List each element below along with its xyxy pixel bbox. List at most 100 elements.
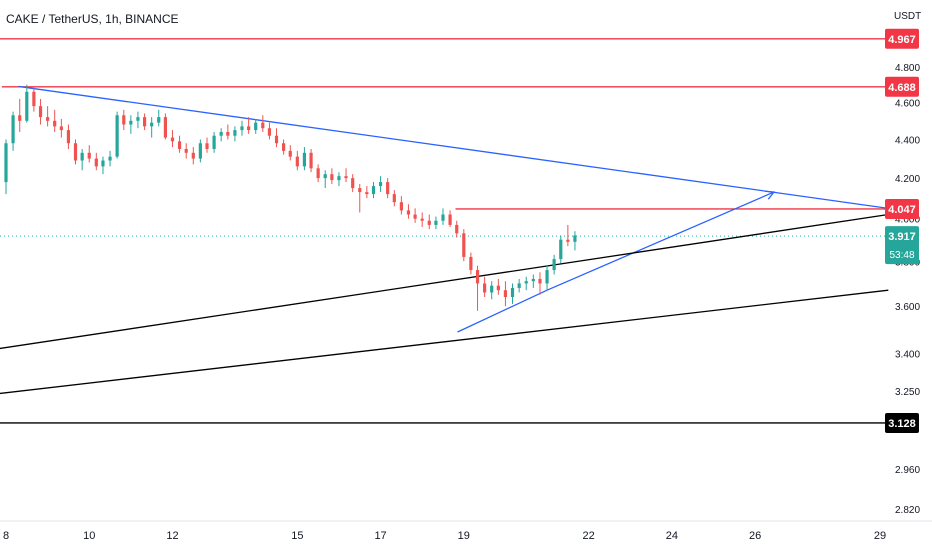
x-tick-label: 12: [166, 530, 178, 542]
candle-body: [198, 143, 202, 159]
x-tick-label: 17: [374, 530, 386, 542]
candle-body: [531, 278, 535, 282]
candle-body: [184, 148, 188, 153]
candle-body: [406, 210, 411, 215]
candle-body: [122, 115, 126, 125]
candle-body: [462, 233, 466, 257]
candle-body: [524, 281, 528, 284]
candle-body: [142, 117, 147, 127]
candle-body: [469, 256, 473, 271]
y-tick-label: 4.200: [895, 174, 920, 185]
candle-body: [573, 235, 577, 242]
candle-body: [212, 135, 216, 149]
level-badge-3-bg: [885, 412, 919, 433]
candle-body: [510, 287, 515, 298]
last-price-badge: 3.917: [888, 231, 916, 243]
candle-body: [226, 131, 230, 136]
candle-body: [18, 115, 22, 121]
candle-body: [101, 160, 105, 167]
chart-title: CAKE / TetherUS, 1h, BINANCE: [6, 12, 179, 26]
y-tick-label: 3.600: [895, 302, 920, 313]
trendline-2: [546, 191, 775, 291]
y-tick-label: 3.400: [895, 350, 920, 361]
y-tick-label: 4.000: [895, 215, 920, 226]
candle-body: [420, 218, 424, 221]
y-tick-label: 4.600: [895, 99, 920, 110]
candle-body: [163, 117, 168, 138]
candle-body: [552, 259, 556, 271]
candle-body: [157, 117, 161, 123]
y-tick-label: 2.820: [895, 505, 920, 516]
candle-body: [503, 290, 508, 298]
candle-body: [150, 122, 154, 127]
candle-body: [365, 192, 369, 195]
candle-body: [441, 214, 445, 221]
candle-body: [517, 283, 521, 288]
candle-body: [538, 278, 542, 284]
price-axis[interactable]: 4.8004.6004.4004.2004.0003.8003.6003.400…: [885, 28, 920, 516]
x-tick-label: 26: [749, 530, 761, 542]
candle-body: [344, 176, 348, 179]
candle-body: [288, 150, 292, 157]
candle-body: [233, 130, 237, 136]
candle-body: [108, 156, 112, 161]
candle-body: [205, 143, 209, 149]
countdown-badge: 53:48: [889, 250, 914, 261]
candle-body: [323, 174, 327, 179]
trendline-0: [18, 85, 889, 209]
candle-body: [455, 224, 459, 234]
candle-body: [371, 186, 376, 195]
candle-body: [545, 270, 549, 284]
y-tick-label: 3.250: [895, 387, 920, 398]
candle-body: [38, 106, 43, 118]
candle-body: [170, 137, 175, 142]
candle-body: [115, 115, 119, 157]
candle-body: [59, 126, 63, 131]
candle-body: [25, 91, 29, 121]
candle-body: [316, 168, 320, 179]
x-tick-label: 8: [3, 530, 9, 542]
candle-body: [490, 285, 494, 293]
level-badge-0-bg: [885, 28, 919, 49]
candle-body: [46, 117, 50, 121]
level-badge-2: 4.047: [888, 204, 916, 216]
x-tick-label: 19: [458, 530, 470, 542]
trendline-4: [0, 289, 889, 395]
candle-body: [274, 135, 279, 144]
candle-body: [4, 143, 8, 183]
x-tick-label: 15: [291, 530, 303, 542]
level-badge-3: 3.128: [888, 418, 916, 430]
candle-body: [191, 152, 195, 159]
candle-body: [386, 182, 390, 195]
candle-body: [559, 239, 563, 260]
candles-layer: [4, 84, 577, 311]
price-unit-label: USDT: [894, 11, 922, 22]
candle-body: [80, 152, 84, 161]
level-badge-1: 4.688: [888, 82, 916, 94]
time-axis[interactable]: 8 10 12 15 17 19 22 24 26 29: [0, 520, 932, 542]
candle-body: [87, 152, 91, 159]
candle-body: [337, 176, 341, 181]
candle-body: [177, 141, 182, 149]
candle-body: [219, 131, 223, 136]
candle-body: [136, 117, 140, 121]
x-tick-label: 24: [666, 530, 678, 542]
candle-body: [53, 120, 57, 127]
trendline-arrowhead: [764, 190, 776, 200]
candle-body: [247, 126, 251, 131]
candle-body: [309, 152, 313, 169]
x-tick-label: 29: [874, 530, 886, 542]
candle-body: [94, 158, 98, 167]
candle-body: [261, 122, 265, 129]
x-tick-label: 10: [83, 530, 95, 542]
candle-body: [295, 156, 299, 167]
candle-body: [32, 91, 36, 107]
candle-body: [483, 283, 487, 293]
candle-body: [330, 174, 334, 181]
candle-body: [448, 214, 452, 225]
drawings-layer: [0, 38, 889, 424]
candle-body: [392, 194, 396, 203]
candle-body: [566, 239, 570, 242]
